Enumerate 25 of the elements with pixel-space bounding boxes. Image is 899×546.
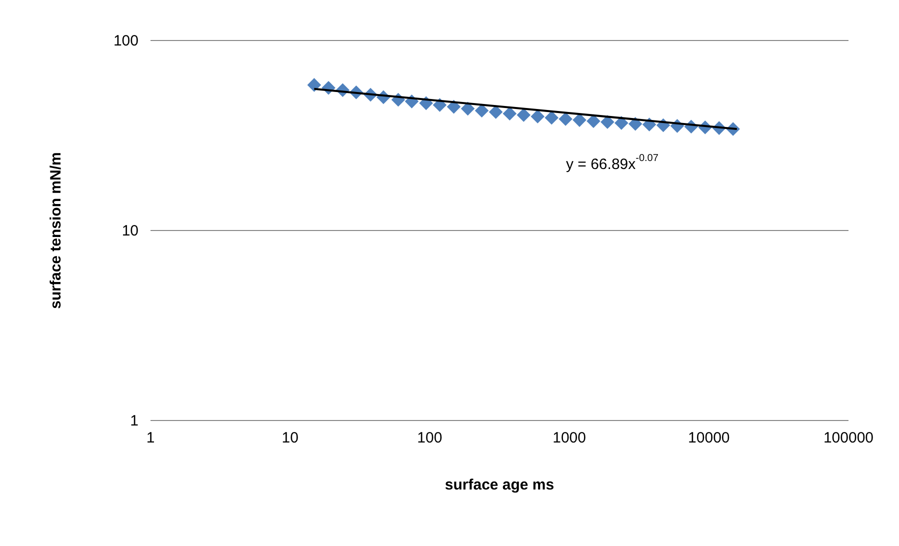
- point: [307, 78, 322, 92]
- y-axis-title: surface tension mN/m: [47, 152, 64, 309]
- y-tick-label: 10: [122, 222, 138, 240]
- point: [544, 110, 558, 125]
- point: [600, 115, 614, 129]
- point: [628, 116, 642, 131]
- y-tick-label: 100: [113, 32, 138, 50]
- point: [530, 110, 545, 124]
- point: [572, 113, 586, 127]
- y-tick-label: 1: [130, 412, 138, 430]
- x-tick-label: 10: [282, 430, 298, 446]
- x-tick-label: 1: [146, 430, 155, 446]
- point: [516, 108, 531, 122]
- x-tick-label: 100: [417, 430, 442, 446]
- point: [460, 102, 475, 116]
- point: [488, 105, 503, 119]
- point: [586, 114, 600, 128]
- point: [474, 104, 489, 118]
- point: [614, 116, 628, 130]
- point: [558, 112, 572, 126]
- x-axis-title: surface age ms: [444, 476, 554, 494]
- x-tick-label: 1000: [552, 430, 586, 446]
- point: [502, 106, 517, 120]
- x-tick-label: 100000: [823, 430, 874, 446]
- x-tick-label: 10000: [688, 430, 730, 446]
